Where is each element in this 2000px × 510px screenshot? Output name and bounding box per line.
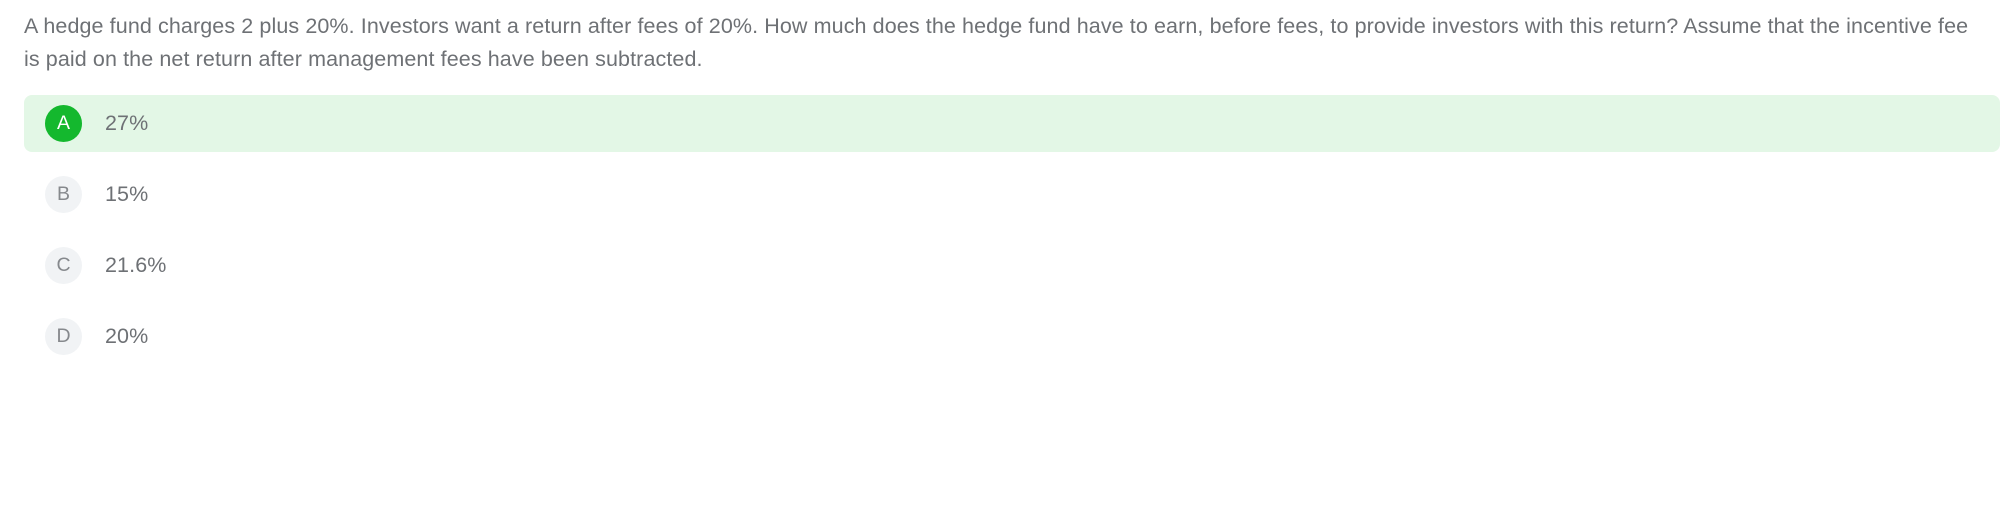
option-label-b: 15%: [105, 181, 149, 206]
answer-options-list: A 27% B 15% C 21.6% D 20%: [0, 95, 2000, 365]
option-label-a: 27%: [105, 110, 149, 135]
option-letter-badge-d: D: [45, 318, 82, 355]
answer-option-c[interactable]: C 21.6%: [24, 237, 2000, 294]
option-label-d: 20%: [105, 323, 149, 348]
answer-option-b[interactable]: B 15%: [24, 166, 2000, 223]
question-text: A hedge fund charges 2 plus 20%. Investo…: [24, 14, 1969, 71]
option-label-c: 21.6%: [105, 252, 167, 277]
answer-option-d[interactable]: D 20%: [24, 308, 2000, 365]
option-letter-badge-c: C: [45, 247, 82, 284]
answer-option-a[interactable]: A 27%: [24, 95, 2000, 152]
option-letter-badge-a: A: [45, 105, 82, 142]
option-letter-badge-b: B: [45, 176, 82, 213]
